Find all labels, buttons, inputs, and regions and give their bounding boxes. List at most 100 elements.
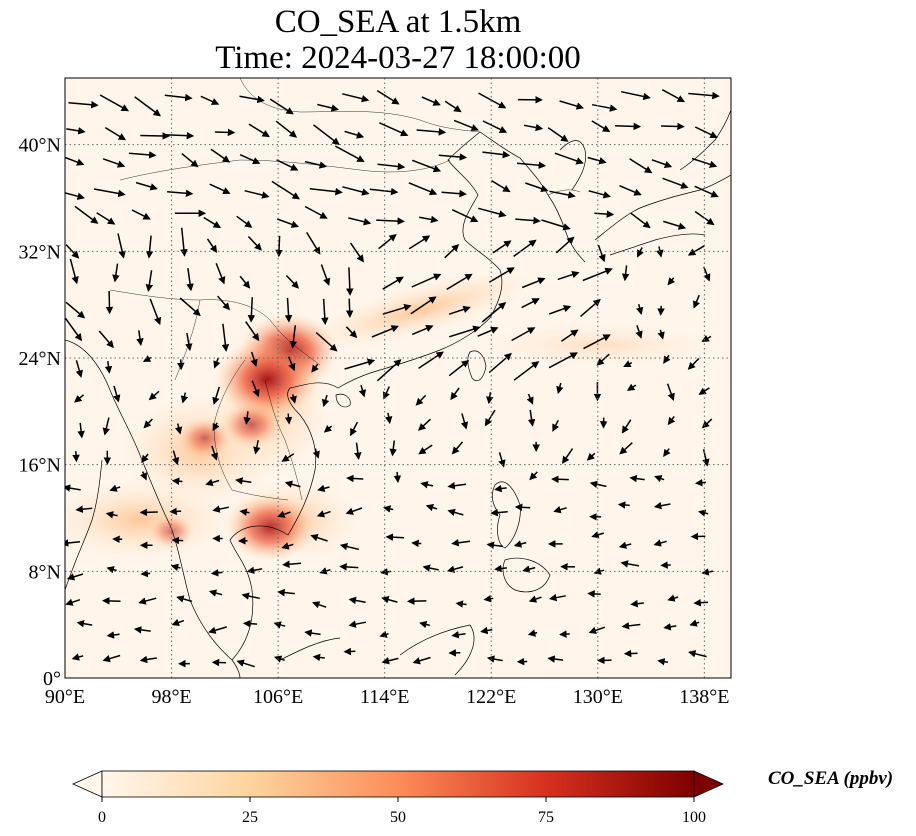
wind-arrow: [275, 235, 283, 258]
wind-arrow: [441, 189, 467, 198]
wind-arrow: [239, 95, 265, 104]
wind-arrow: [490, 508, 508, 517]
wind-arrow: [284, 413, 293, 425]
wind-arrow: [488, 352, 512, 374]
wind-arrow: [378, 233, 397, 250]
wind-arrow: [422, 564, 439, 572]
wind-arrow: [135, 181, 158, 191]
wind-arrow: [663, 354, 671, 364]
wind-arrow: [589, 480, 607, 489]
wind-arrow: [169, 507, 182, 516]
wind-arrow: [239, 154, 261, 165]
lat-tick-labels: 0° 8°N 16°N 24°N 32°N 40°N: [19, 135, 61, 690]
wind-arrow: [142, 355, 152, 362]
wind-arrow: [180, 392, 189, 404]
wind-arrow: [559, 100, 585, 110]
wind-arrow: [514, 503, 531, 512]
wind-arrow: [339, 563, 359, 571]
wind-arrow: [621, 419, 632, 434]
colorbar-under-extend: [72, 770, 103, 798]
wind-arrow: [666, 383, 675, 402]
wind-arrow: [629, 158, 653, 174]
wind-arrow: [247, 235, 262, 251]
wind-arrow: [547, 127, 569, 142]
wind-arrow: [619, 442, 633, 455]
wind-arrow: [75, 360, 83, 378]
wind-arrow: [553, 506, 567, 514]
wind-arrow: [163, 131, 195, 140]
wind-arrow: [552, 419, 560, 432]
wind-arrow: [335, 145, 365, 163]
colorbar-over-extend: [693, 770, 724, 798]
wind-arrow: [698, 509, 709, 517]
map-frame: [64, 77, 732, 679]
colorbar-tick-label: 100: [682, 809, 706, 826]
wind-arrow: [663, 623, 677, 631]
wind-arrow: [273, 621, 286, 629]
wind-arrow: [346, 267, 354, 296]
wind-arrow: [597, 656, 612, 665]
wind-arrow: [377, 162, 406, 171]
wind-arrow: [629, 474, 645, 483]
wind-arrow: [556, 382, 564, 395]
wind-arrow: [582, 267, 613, 282]
wind-arrow: [271, 180, 300, 200]
wind-arrow: [637, 247, 644, 258]
wind-arrow: [371, 325, 399, 338]
wind-arrow: [140, 471, 147, 481]
wind-arrow: [208, 589, 223, 597]
wind-arrow: [662, 177, 689, 189]
wind-arrow: [170, 563, 181, 572]
wind-arrow: [369, 187, 399, 196]
wind-arrow: [382, 303, 412, 315]
wind-arrow: [143, 418, 153, 429]
wind-arrow: [69, 258, 79, 285]
wind-arrow: [348, 217, 372, 226]
wind-arrow: [521, 298, 540, 309]
wind-arrow: [65, 244, 80, 259]
wind-arrow: [136, 330, 144, 346]
wind-arrow: [529, 471, 538, 481]
wind-arrow: [72, 451, 80, 463]
wind-arrow: [587, 156, 607, 165]
wind-arrow: [269, 98, 294, 115]
wind-arrow: [109, 484, 121, 492]
wind-arrow: [621, 622, 641, 630]
wind-arrow: [76, 619, 93, 628]
wind-arrow: [418, 215, 439, 224]
wind-arrow: [239, 508, 250, 516]
wind-arrow: [689, 619, 700, 627]
wind-arrow: [492, 240, 512, 254]
wind-arrow: [511, 327, 536, 342]
wind-arrow: [636, 304, 644, 315]
wind-arrow: [480, 626, 493, 635]
wind-arrow: [105, 290, 114, 315]
wind-arrow: [691, 157, 718, 168]
wind-arrow: [651, 159, 673, 169]
wind-arrow: [418, 418, 432, 431]
wind-arrow: [210, 445, 218, 461]
wind-arrow: [411, 324, 434, 336]
wind-arrow: [451, 441, 464, 455]
wind-arrow: [140, 569, 151, 578]
wind-arrow: [596, 353, 610, 366]
wind-arrow: [482, 120, 508, 133]
wind-arrow: [661, 122, 685, 131]
wind-arrow: [321, 298, 329, 326]
wind-arrow: [311, 601, 327, 609]
wind-arrow: [243, 411, 251, 425]
wind-arrow: [319, 567, 331, 575]
wind-arrow: [313, 124, 340, 146]
wind-arrow: [419, 620, 430, 629]
wind-arrow: [281, 542, 294, 550]
wind-arrow: [212, 505, 229, 513]
wind-arrow: [549, 190, 576, 199]
colorbar-gradient: [101, 770, 695, 798]
wind-arrow: [312, 448, 320, 459]
wind-arrow: [65, 156, 85, 166]
wind-arrow: [208, 626, 228, 634]
wind-arrow: [306, 232, 321, 255]
wind-arrow: [381, 596, 398, 604]
wind-arrow: [526, 393, 534, 405]
wind-arrow: [619, 185, 642, 196]
